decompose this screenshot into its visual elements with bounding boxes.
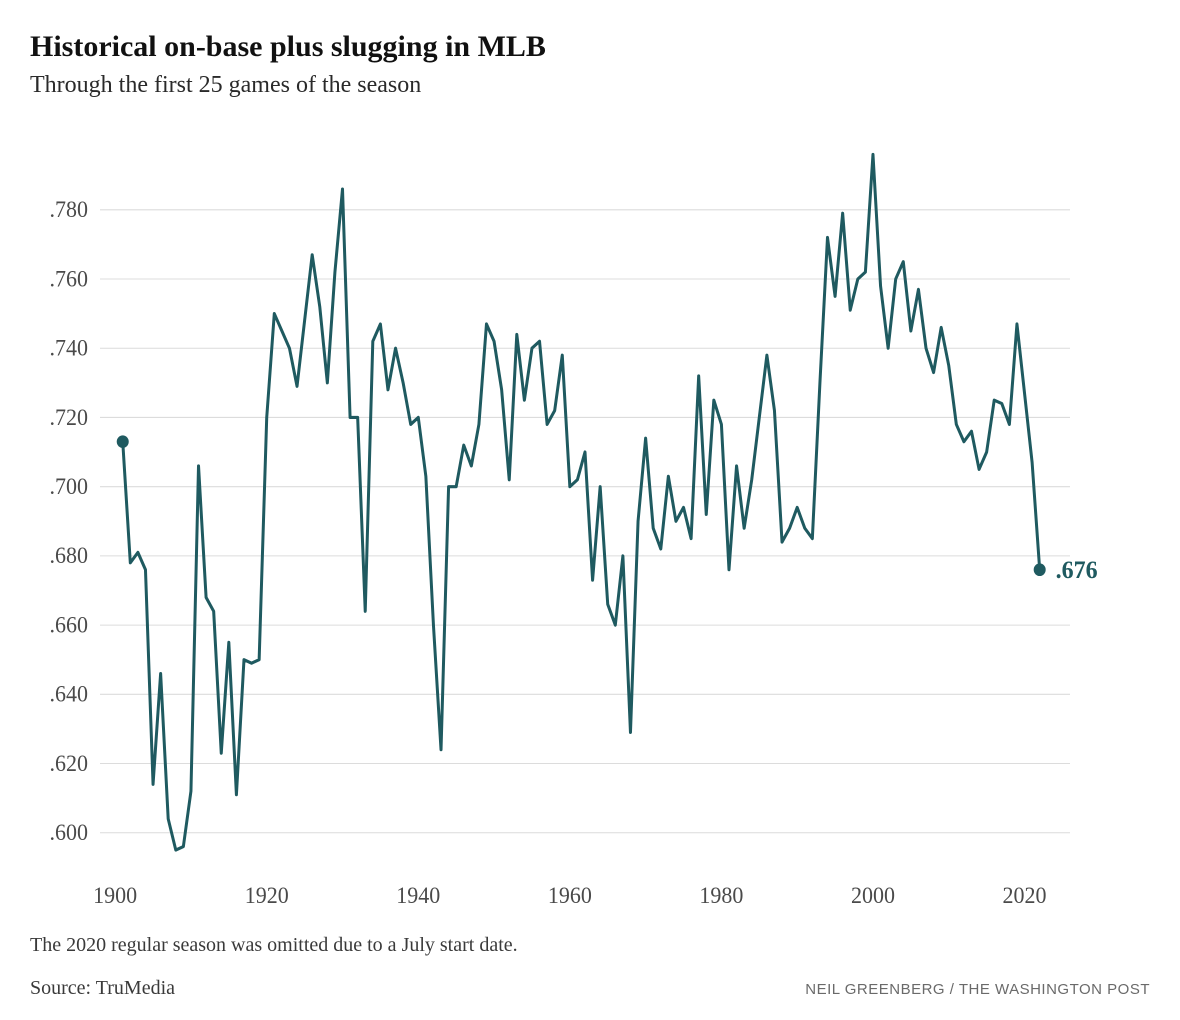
svg-text:.780: .780 (50, 197, 88, 223)
svg-text:.660: .660 (50, 612, 88, 638)
svg-text:1940: 1940 (396, 883, 440, 909)
svg-text:1960: 1960 (548, 883, 592, 909)
svg-text:.676: .676 (1056, 557, 1098, 585)
svg-text:1900: 1900 (93, 883, 137, 909)
svg-text:.760: .760 (50, 266, 88, 292)
svg-text:.600: .600 (50, 820, 88, 846)
svg-text:.640: .640 (50, 681, 88, 707)
svg-text:.720: .720 (50, 404, 88, 430)
chart-credit: NEIL GREENBERG / THE WASHINGTON POST (805, 981, 1150, 998)
svg-text:2000: 2000 (851, 883, 895, 909)
chart-source: Source: TruMedia (30, 977, 175, 1000)
svg-text:1920: 1920 (245, 883, 289, 909)
chart-subtitle: Through the first 25 games of the season (30, 72, 1150, 99)
svg-text:2020: 2020 (1003, 883, 1047, 909)
chart-footnote: The 2020 regular season was omitted due … (30, 934, 1150, 957)
svg-text:.700: .700 (50, 474, 88, 500)
svg-text:.680: .680 (50, 543, 88, 569)
svg-text:1980: 1980 (699, 883, 743, 909)
line-chart: .600 .620 .640 .660 .680 .700 .720 .740 .760 .780… (30, 109, 1150, 920)
chart-area: .600 .620 .640 .660 .680 .700 .720 .740 .760 .780… (30, 109, 1150, 920)
chart-title: Historical on-base plus slugging in MLB (30, 30, 1150, 64)
svg-text:.740: .740 (50, 335, 88, 361)
svg-text:.620: .620 (50, 750, 88, 776)
